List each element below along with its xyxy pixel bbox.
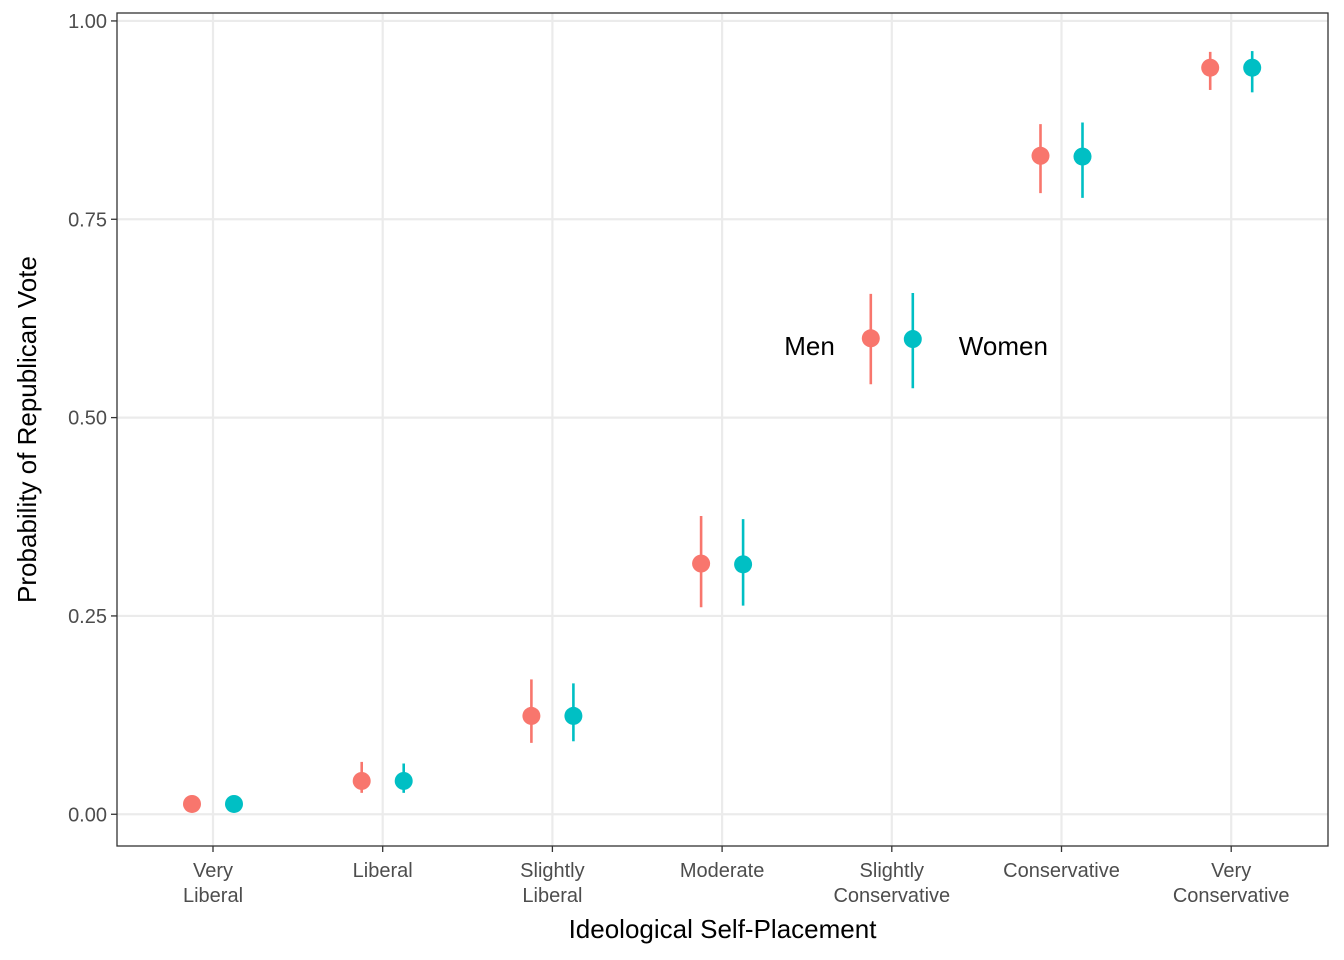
x-tick-label: Slightly Conservative (833, 860, 950, 907)
y-axis-title: Probability of Republican Vote (12, 256, 42, 603)
x-tick-label-line: Liberal (183, 885, 243, 907)
x-tick-label: Very Conservative (1173, 860, 1290, 907)
y-tick-label: 0.25 (68, 606, 107, 628)
x-tick-label-line: Conservative (833, 885, 950, 907)
x-tick-label-line: Very (1211, 860, 1251, 882)
women-point (394, 771, 413, 790)
men-point (1201, 58, 1220, 77)
y-tick-label: 0.50 (68, 408, 107, 430)
women-point (734, 555, 753, 574)
annotation-men: Men (784, 331, 835, 361)
x-tick-label-line: Slightly (520, 860, 584, 882)
x-tick-label-line: Conservative (1173, 885, 1290, 907)
y-tick-label: 0.75 (68, 209, 107, 231)
x-tick-label-line: Liberal (522, 885, 582, 907)
x-tick-label: Very Liberal (183, 860, 243, 907)
x-tick-label: Slightly Liberal (520, 860, 584, 907)
women-point (564, 706, 583, 725)
men-point (522, 706, 541, 725)
men-point (861, 329, 880, 348)
x-axis-title: Ideological Self-Placement (569, 914, 878, 944)
men-point (352, 771, 371, 790)
x-tick-label-line: Very (193, 860, 233, 882)
women-point (225, 794, 243, 813)
data-marks (183, 51, 1262, 813)
y-tick-label: 1.00 (68, 11, 107, 33)
grid (117, 13, 1328, 846)
men-point (183, 794, 201, 813)
x-tick-label-line: Moderate (680, 860, 765, 882)
annotations: Men Women (784, 331, 1048, 361)
x-tick-label-line: Conservative (1003, 860, 1120, 882)
men-point (1031, 146, 1050, 165)
y-tick-label: 0.00 (68, 804, 107, 826)
women-point (1243, 58, 1262, 77)
annotation-women: Women (959, 331, 1048, 361)
men-point (692, 554, 711, 573)
x-tick-label: Moderate (680, 860, 765, 882)
women-point (1073, 147, 1092, 166)
women-point (903, 330, 922, 349)
x-tick-label-line: Slightly (860, 860, 924, 882)
x-tick-label: Conservative (1003, 860, 1120, 882)
x-tick-label: Liberal (353, 860, 413, 882)
x-tick-label-line: Liberal (353, 860, 413, 882)
